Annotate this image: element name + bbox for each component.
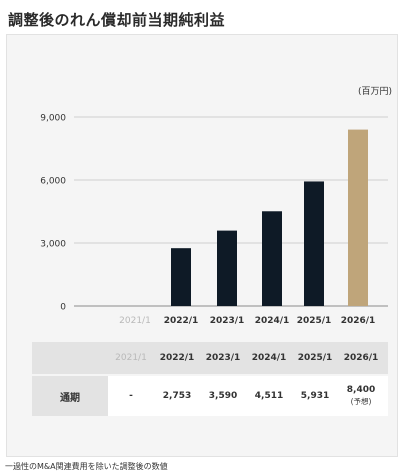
table-value-2023: 3,590 [208, 390, 238, 401]
table-header-cell-2024: 2024/1 [251, 353, 287, 363]
x-tick-label: 2024/1 [255, 316, 290, 326]
chart-title: 調整後のれん償却前当期純利益 [8, 11, 226, 29]
bar-2024-1 [262, 211, 282, 306]
table-header-cell-2023: 2023/1 [205, 353, 241, 363]
table-header-row: 2021/1 2022/1 2023/1 2024/1 2025/1 2026/… [32, 342, 388, 374]
y-tick-label: 3,000 [40, 240, 66, 250]
y-tick-label: 0 [60, 303, 66, 313]
table-header-cell-2025: 2025/1 [297, 353, 333, 363]
bar-2022-1 [171, 248, 191, 306]
bar-chart: 0 3,000 6,000 9,000 2021/1 2022/1 2023/1 2024/1… [40, 114, 388, 326]
table-value-2026-cell: 8,400 (予想) [338, 376, 384, 416]
x-tick-label: 2022/1 [164, 316, 199, 326]
footnote: 一過性のM&A関連費用を除いた調整後の数値 [5, 462, 168, 471]
table-value-2025: 5,931 [300, 390, 330, 401]
table-header-cell-2022: 2022/1 [159, 353, 195, 363]
x-tick-label: 2025/1 [297, 316, 332, 326]
table-row-label: 通期 [32, 376, 108, 416]
y-tick-label: 6,000 [40, 177, 66, 187]
y-tick-label: 9,000 [40, 114, 66, 124]
bar-2026-1 [348, 129, 368, 306]
unit-label: (百万円) [357, 87, 392, 97]
table-value-2022: 2,753 [162, 390, 192, 401]
bar-2025-1 [304, 181, 324, 306]
x-tick-label: 2023/1 [210, 316, 245, 326]
table-value-2021: - [129, 390, 133, 401]
bar-2023-1 [217, 230, 237, 306]
table-header-cell-2021: 2021/1 [115, 353, 147, 363]
x-tick-label: 2021/1 [119, 316, 151, 326]
table-value-2026: 8,400 [346, 385, 376, 395]
forecast-note: (予想) [350, 397, 372, 406]
x-tick-label: 2026/1 [341, 316, 376, 326]
table-header-cell-2026: 2026/1 [343, 353, 379, 363]
table-row: 通期 - 2,753 3,590 4,511 5,931 8,400 (予想) [32, 376, 388, 416]
table-value-2024: 4,511 [254, 390, 284, 401]
